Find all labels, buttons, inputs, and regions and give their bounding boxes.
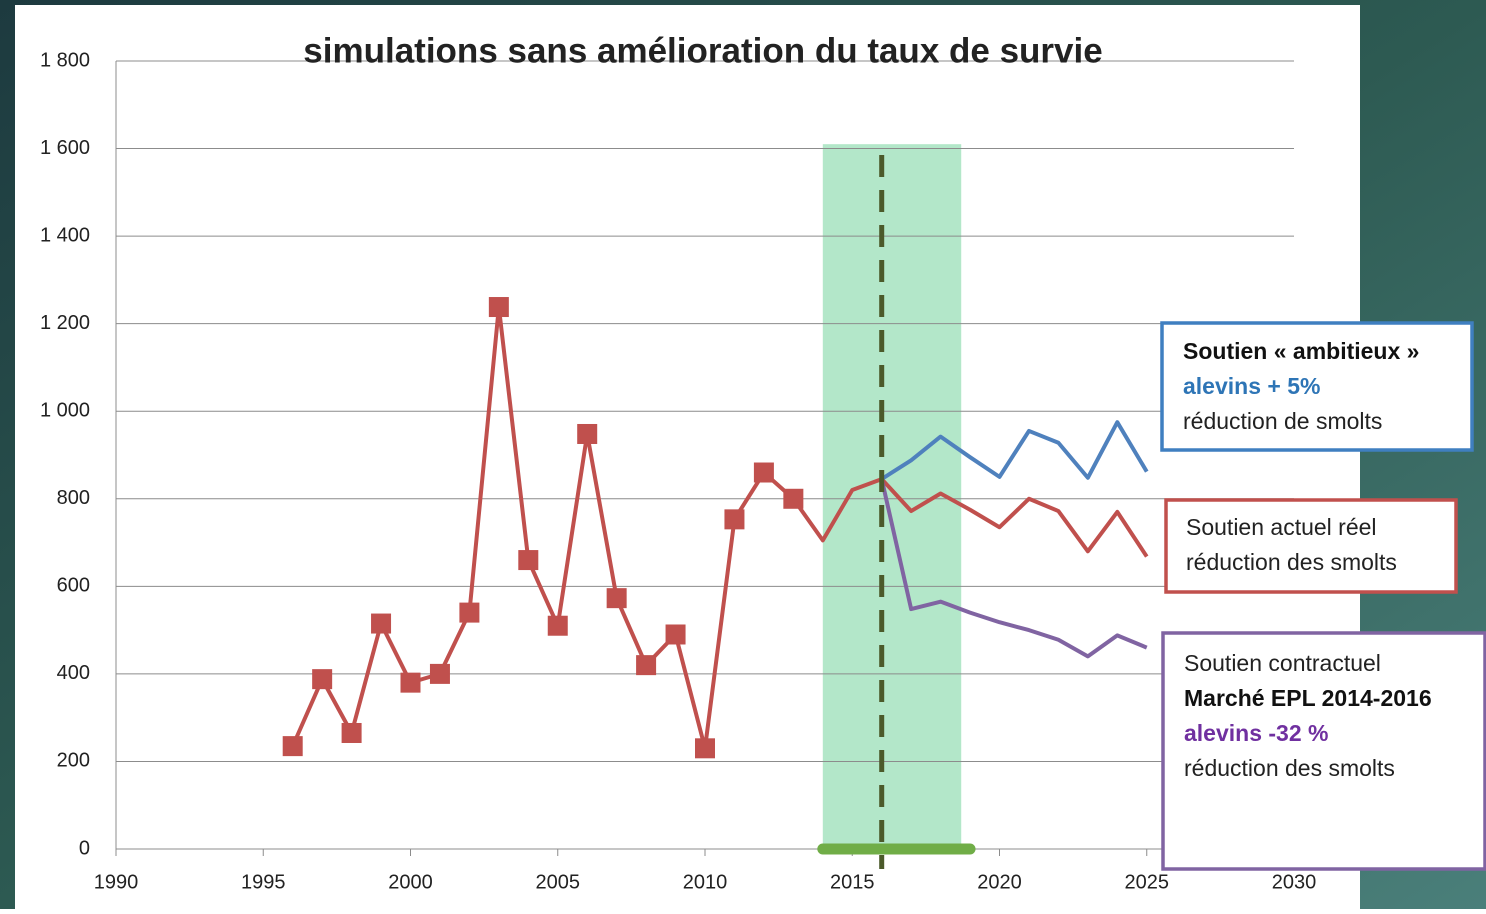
chart-panel	[15, 5, 1360, 909]
data-point	[577, 423, 598, 444]
annotation-text: Soutien « ambitieux »	[1183, 338, 1419, 364]
x-tick-label: 2005	[536, 871, 581, 893]
chart-title: simulations sans amélioration du taux de…	[303, 31, 1102, 70]
data-point	[459, 602, 480, 623]
series-line	[879, 478, 1148, 659]
data-point	[606, 588, 627, 609]
data-point	[429, 663, 450, 684]
x-tick-label: 2000	[388, 871, 433, 893]
annotation-text: réduction des smolts	[1186, 549, 1397, 575]
series-line	[290, 305, 795, 751]
x-tick-label: 1990	[94, 871, 139, 893]
annotation-text: réduction des smolts	[1184, 755, 1395, 781]
data-point	[724, 509, 745, 530]
x-tick-label: 1995	[241, 871, 286, 893]
y-tick-label: 200	[57, 750, 90, 772]
x-tick-label: 2010	[683, 871, 728, 893]
annotation-text: alevins + 5%	[1183, 373, 1320, 399]
annotation-text: Marché EPL 2014-2016	[1184, 685, 1432, 711]
annotation-text: Soutien actuel réel	[1186, 514, 1377, 540]
series-line	[880, 420, 1149, 481]
x-tick-label: 2030	[1272, 871, 1317, 893]
y-tick-label: 0	[79, 837, 90, 859]
y-tick-label: 400	[57, 662, 90, 684]
shaded-region	[822, 144, 962, 849]
annotation-text: Soutien contractuel	[1184, 650, 1381, 676]
x-tick-label: 2015	[830, 871, 875, 893]
y-tick-label: 1 800	[40, 49, 90, 71]
data-point	[636, 655, 657, 676]
data-point	[488, 297, 509, 318]
x-tick-label: 2025	[1125, 871, 1170, 893]
data-point	[753, 462, 774, 483]
y-tick-label: 1 400	[40, 224, 90, 246]
series-line	[791, 477, 1149, 558]
data-point	[695, 738, 715, 759]
x-tick-label: 2020	[977, 871, 1022, 893]
data-point	[341, 722, 362, 743]
annotation-box	[1160, 321, 1474, 452]
y-tick-label: 1 600	[40, 137, 90, 159]
y-tick-label: 600	[57, 575, 90, 597]
data-point	[665, 624, 686, 645]
data-point	[371, 613, 392, 634]
annotation-text: alevins -32 %	[1184, 720, 1328, 746]
annotation-box	[1164, 498, 1458, 594]
data-point	[312, 669, 333, 690]
data-point	[282, 736, 303, 757]
y-tick-label: 1 200	[40, 312, 90, 334]
data-point	[518, 550, 539, 571]
data-point	[400, 672, 421, 693]
annotation-box	[1161, 631, 1486, 871]
annotation-text: réduction de smolts	[1183, 408, 1382, 434]
y-tick-label: 1 000	[40, 400, 90, 422]
data-point	[547, 615, 568, 636]
y-tick-label: 800	[57, 487, 90, 509]
